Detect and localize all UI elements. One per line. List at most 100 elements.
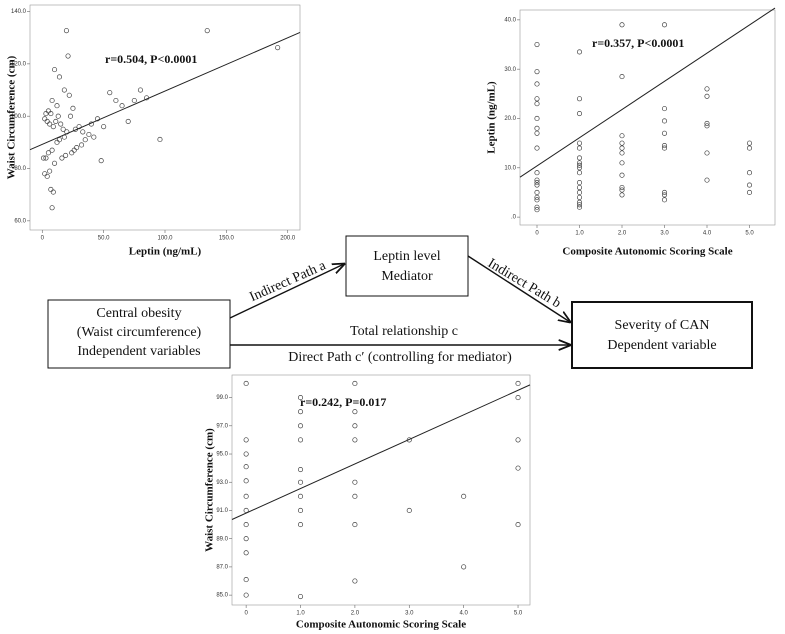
y-tick-label: 89.0: [216, 536, 228, 542]
point: [534, 207, 540, 213]
point: [58, 121, 64, 127]
point: [746, 140, 753, 146]
point: [661, 106, 668, 112]
point: [61, 87, 67, 93]
point: [297, 522, 304, 528]
x-tick-label: 1.0: [575, 231, 584, 237]
point: [243, 380, 249, 387]
point: [65, 53, 71, 59]
point: [86, 131, 92, 138]
point: [534, 197, 540, 203]
y-axis-title: Waist Circumference (cm): [204, 428, 216, 552]
point: [297, 437, 304, 443]
y-tick-label: 85.0: [216, 593, 228, 599]
point: [60, 126, 66, 132]
point: [243, 592, 249, 598]
point: [297, 466, 304, 473]
point: [51, 67, 58, 73]
node-box: [47, 299, 231, 369]
point: [82, 137, 88, 143]
node-text: Severity of CAN: [615, 318, 710, 333]
point: [661, 192, 668, 198]
point: [297, 479, 304, 485]
point: [297, 507, 304, 514]
fit-line: [231, 384, 531, 520]
point: [576, 49, 583, 55]
point: [43, 111, 49, 117]
x-tick-label: 100.0: [157, 236, 173, 242]
point: [576, 96, 583, 102]
x-tick-label: 2.0: [351, 611, 360, 617]
point: [534, 180, 540, 186]
point: [54, 103, 60, 109]
y-tick-label: 99.0: [216, 395, 228, 401]
annotation: r=0.242, P=0.017: [300, 395, 386, 409]
point: [576, 170, 583, 176]
point: [55, 113, 61, 119]
annotation: r=0.504, P<0.0001: [105, 52, 197, 66]
point: [746, 170, 753, 176]
point: [49, 147, 55, 153]
point: [576, 194, 583, 200]
point: [63, 152, 69, 158]
y-tick-label: 60.0: [14, 218, 26, 224]
point: [352, 437, 358, 443]
point: [576, 204, 583, 210]
point: [352, 493, 358, 499]
x-tick-label: 3.0: [405, 611, 414, 617]
point: [576, 111, 583, 117]
point: [131, 97, 137, 104]
point: [576, 155, 583, 161]
point: [661, 22, 668, 28]
point: [80, 129, 86, 135]
point: [204, 28, 210, 34]
point: [576, 199, 583, 205]
point: [91, 134, 97, 140]
point: [576, 189, 583, 196]
point: [704, 123, 710, 129]
point: [461, 564, 467, 570]
point: [352, 423, 358, 429]
point: [352, 578, 358, 584]
x-tick-label: 150.0: [219, 236, 235, 242]
point: [243, 478, 249, 484]
point: [78, 142, 85, 148]
point: [94, 116, 101, 122]
point: [619, 140, 625, 146]
point: [534, 182, 540, 188]
x-tick-label: 2.0: [618, 231, 627, 237]
point: [576, 184, 583, 191]
point: [661, 118, 668, 124]
y-tick-label: 93.0: [216, 480, 228, 486]
point: [56, 74, 63, 80]
point: [576, 140, 583, 146]
point: [243, 577, 249, 583]
point: [125, 118, 131, 124]
point: [534, 81, 540, 87]
x-tick-label: 200.0: [280, 236, 296, 242]
point: [534, 125, 540, 131]
node-text: Central obesity: [96, 306, 181, 321]
point: [43, 155, 49, 161]
point: [576, 162, 583, 168]
y-tick-label: 140.0: [11, 9, 27, 15]
point: [534, 96, 540, 102]
y-tick-label: 40.0: [504, 17, 516, 23]
point: [515, 395, 521, 401]
edge-label: Direct Path c′ (controlling for mediator…: [288, 350, 512, 365]
point: [40, 155, 47, 161]
point: [704, 93, 710, 99]
point: [534, 189, 540, 196]
edge-label: Indirect Path a: [248, 258, 329, 305]
x-axis-title: Composite Autonomic Scoring Scale: [296, 619, 466, 631]
point: [661, 197, 668, 203]
point: [515, 437, 521, 443]
point: [44, 173, 50, 179]
y-tick-label: .0: [511, 215, 517, 221]
plot-area: [231, 374, 531, 606]
point: [297, 395, 304, 401]
x-tick-label: 0: [41, 236, 45, 242]
y-tick-label: 10.0: [504, 165, 516, 171]
point: [101, 124, 107, 130]
x-tick-label: 3.0: [660, 231, 669, 237]
